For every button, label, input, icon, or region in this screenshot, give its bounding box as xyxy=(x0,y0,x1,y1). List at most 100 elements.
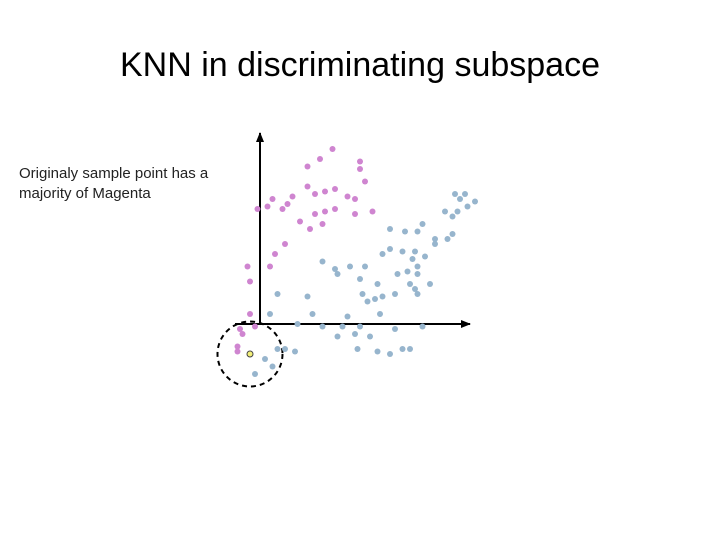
blue-point xyxy=(432,236,438,242)
magenta-point xyxy=(254,206,261,212)
blue-point xyxy=(414,291,421,297)
magenta-point xyxy=(369,208,376,215)
blue-point xyxy=(304,293,311,300)
magenta-point xyxy=(352,196,358,202)
blue-point xyxy=(357,323,363,330)
magenta-point xyxy=(252,323,258,330)
blue-point xyxy=(374,348,381,355)
blue-point xyxy=(252,371,258,377)
blue-point xyxy=(449,231,456,237)
magenta-point xyxy=(312,191,318,197)
blue-point xyxy=(352,331,358,337)
magenta-point xyxy=(322,188,328,195)
blue-point xyxy=(274,346,281,352)
blue-point xyxy=(364,298,371,305)
magenta-point xyxy=(312,211,318,217)
blue-point xyxy=(472,198,478,205)
magenta-point xyxy=(247,278,253,285)
magenta-point xyxy=(329,146,336,152)
blue-point xyxy=(394,271,401,277)
blue-point xyxy=(274,291,281,297)
magenta-point xyxy=(362,178,368,185)
blue-point xyxy=(357,276,363,282)
blue-point xyxy=(387,246,393,252)
blue-point xyxy=(359,291,366,297)
blue-point xyxy=(452,191,458,197)
blue-point xyxy=(392,291,398,297)
blue-point xyxy=(409,256,416,262)
blue-point xyxy=(339,323,346,330)
blue-point xyxy=(309,311,316,317)
blue-point xyxy=(419,221,426,227)
magenta-point xyxy=(234,348,241,355)
blue-point xyxy=(269,363,276,370)
blue-point xyxy=(399,248,406,255)
magenta-point xyxy=(279,206,286,212)
blue-point xyxy=(412,286,418,292)
magenta-point xyxy=(317,156,323,162)
magenta-point xyxy=(237,326,243,332)
blue-point xyxy=(262,356,268,362)
magenta-point xyxy=(332,186,338,192)
blue-point xyxy=(282,346,288,352)
slide-title: KNN in discriminating subspace xyxy=(120,46,600,84)
blue-point xyxy=(379,251,386,257)
blue-point xyxy=(344,313,351,320)
blue-point xyxy=(404,268,411,275)
magenta-point xyxy=(304,163,311,170)
blue-point xyxy=(449,213,456,220)
magenta-point xyxy=(357,158,363,165)
magenta-point xyxy=(234,343,241,350)
blue-point xyxy=(319,323,326,330)
blue-point xyxy=(294,321,301,327)
axes xyxy=(235,132,471,328)
blue-point xyxy=(454,208,461,215)
magenta-point xyxy=(282,241,288,247)
magenta-point xyxy=(247,311,253,317)
blue-point xyxy=(457,196,463,202)
blue-point xyxy=(377,311,383,317)
blue-point xyxy=(442,208,448,215)
blue-point xyxy=(392,326,398,332)
magenta-point xyxy=(332,206,338,212)
blue-point xyxy=(464,203,471,210)
neighborhood-layer xyxy=(216,320,284,388)
blue-point xyxy=(362,263,368,270)
magenta-point xyxy=(297,218,303,225)
magenta-point xyxy=(352,211,358,217)
points-layer xyxy=(234,146,478,377)
blue-point xyxy=(414,271,421,277)
blue-point xyxy=(379,293,386,300)
blue-point xyxy=(402,228,408,235)
magenta-point xyxy=(272,251,278,257)
blue-point xyxy=(319,258,326,265)
blue-point xyxy=(414,263,421,270)
magenta-point xyxy=(267,263,273,270)
blue-point xyxy=(419,323,426,330)
blue-point xyxy=(354,346,361,352)
magenta-point xyxy=(289,193,296,200)
blue-point xyxy=(387,351,393,357)
magenta-point xyxy=(269,196,276,202)
magenta-point xyxy=(357,166,363,172)
magenta-point xyxy=(322,208,328,215)
blue-point xyxy=(407,346,413,352)
blue-point xyxy=(432,241,438,247)
magenta-point xyxy=(307,226,313,232)
blue-point xyxy=(334,271,341,277)
magenta-point xyxy=(264,203,271,210)
magenta-point xyxy=(284,201,291,207)
magenta-point xyxy=(319,221,326,227)
magenta-point xyxy=(239,331,246,337)
blue-point xyxy=(407,281,413,287)
caption-line-2: majority of Magenta xyxy=(19,185,151,202)
magenta-point xyxy=(304,183,311,190)
sample-point xyxy=(246,350,254,358)
blue-point xyxy=(387,226,393,232)
blue-point xyxy=(444,236,451,242)
blue-point xyxy=(267,311,273,317)
blue-point xyxy=(374,281,381,287)
blue-point xyxy=(414,228,421,235)
blue-point xyxy=(399,346,406,352)
